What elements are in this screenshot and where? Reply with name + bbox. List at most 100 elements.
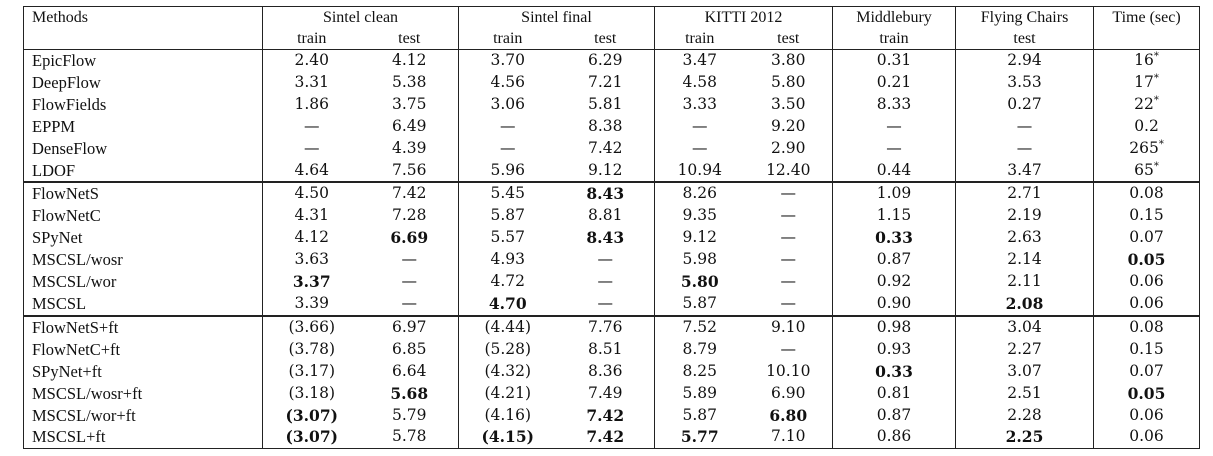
cell-sintel-clean-test: 5.68 [360, 382, 459, 405]
method-name: MSCSL [23, 292, 263, 316]
cell-sintel-clean-train: (3.78) [288, 339, 336, 358]
subheader-kitti-test: test [744, 28, 834, 50]
cell-middlebury-train: 1.09 [832, 181, 957, 206]
method-name: FlowFields [23, 93, 263, 116]
cell-sintel-final-test: 9.12 [556, 159, 655, 183]
cell-sintel-final-train: (4.32) [484, 361, 532, 380]
cell-sintel-final-test: 8.43 [556, 227, 655, 250]
cell-sintel-final-train: 4.70 [488, 293, 527, 313]
cell-sintel-clean-test: — [360, 249, 459, 272]
cell-sintel-final-train: 5.87 [490, 206, 525, 225]
method-name: FlowNetS [23, 181, 263, 206]
header-sintel-final: Sintel final [458, 6, 655, 28]
cell-sintel-final-test: — [556, 271, 655, 293]
cell-time: 0.07 [1129, 228, 1164, 247]
cell-sintel-final-test: 7.42 [556, 137, 655, 160]
cell-time: 265* [1129, 138, 1164, 157]
cell-kitti-test: — [744, 249, 834, 272]
cell-time: 0.05 [1127, 250, 1166, 270]
cell-sintel-final-test: 8.36 [556, 360, 655, 383]
cell-sintel-final-test: 8.38 [556, 115, 655, 138]
method-name: SPyNet+ft [23, 360, 263, 383]
cell-time: 0.06 [1129, 293, 1164, 312]
cell-middlebury-train: — [832, 137, 957, 160]
cell-flying-chairs-test: 3.47 [955, 159, 1095, 183]
subheader-sintel-clean-test: test [360, 28, 459, 50]
method-name: MSCSL/wor+ft [23, 404, 263, 427]
cell-sintel-clean-train: 3.39 [294, 293, 329, 312]
method-name: FlowNetS+ft [23, 314, 263, 339]
cell-middlebury-train: 0.44 [832, 159, 957, 183]
cell-sintel-final-train: (4.16) [484, 405, 532, 424]
cell-flying-chairs-test: 2.71 [955, 181, 1095, 206]
method-name: DenseFlow [23, 137, 263, 160]
cell-kitti-train: 5.89 [682, 383, 717, 402]
cell-sintel-clean-train: 3.63 [294, 250, 329, 269]
cell-sintel-clean-test: 6.64 [360, 360, 459, 383]
cell-kitti-test: 9.10 [744, 314, 834, 339]
cell-kitti-train: 10.94 [677, 160, 722, 179]
table-header: Methods Sintel clean Sintel final KITTI … [23, 6, 1200, 50]
method-name: MSCSL+ft [23, 426, 263, 449]
cell-sintel-final-test: 7.42 [556, 404, 655, 427]
cell-time: 0.05 [1127, 383, 1166, 403]
cell-middlebury-train: 0.33 [832, 360, 957, 383]
method-name: FlowNetC+ft [23, 338, 263, 361]
table-row: MSCSL/wosr+ft (3.18) 5.68 (4.21) 7.49 5.89 6.9… [23, 382, 1200, 405]
method-name: EPPM [23, 115, 263, 138]
cell-time: 17* [1134, 72, 1159, 91]
cell-kitti-test: — [744, 181, 834, 206]
cell-middlebury-train: 0.21 [832, 71, 957, 94]
cell-middlebury-train: 8.33 [832, 93, 957, 116]
cell-kitti-test: — [744, 227, 834, 250]
cell-sintel-clean-test: 7.28 [360, 205, 459, 228]
subheader-sintel-final-train: train [493, 30, 523, 47]
cell-time: 0.06 [1129, 272, 1164, 291]
cell-flying-chairs-test: 2.19 [955, 205, 1095, 228]
cell-kitti-test: 3.80 [744, 48, 834, 72]
table-row: LDOF 4.64 7.56 5.96 9.12 10.94 12.40 0.44 3.47 65… [23, 159, 1200, 183]
cell-kitti-test: 6.80 [744, 404, 834, 427]
cell-flying-chairs-test: 2.51 [955, 382, 1095, 405]
cell-time: 16* [1093, 48, 1200, 72]
cell-kitti-train: 9.12 [682, 228, 717, 247]
header-sintel-clean: Sintel clean [262, 6, 459, 28]
cell-sintel-final-train: (4.44) [458, 314, 557, 339]
cell-flying-chairs-test: 2.28 [955, 404, 1095, 427]
cell-sintel-final-test: — [556, 249, 655, 272]
cell-sintel-clean-test: 3.75 [360, 93, 459, 116]
cell-sintel-final-test: 7.49 [556, 382, 655, 405]
cell-sintel-final-test: 6.29 [556, 48, 655, 72]
header-middlebury: Middlebury [832, 6, 957, 28]
cell-kitti-train: 5.80 [680, 272, 719, 292]
cell-time: 0.07 [1129, 361, 1164, 380]
cell-kitti-train: 8.25 [682, 361, 717, 380]
cell-kitti-train: 3.47 [654, 48, 745, 72]
cell-sintel-clean-train: 4.64 [294, 160, 329, 179]
cell-kitti-train: — [692, 116, 708, 135]
cell-kitti-test: 2.90 [744, 137, 834, 160]
table-row: FlowNetS 4.50 7.42 5.45 8.43 8.26—1.09 2.71 0.0… [23, 181, 1200, 206]
table-row: SPyNet+ft (3.17) 6.64 (4.32) 8.36 8.25 10.10 0.… [23, 360, 1200, 383]
cell-kitti-test: 12.40 [744, 159, 834, 183]
cell-kitti-train: 5.87 [682, 293, 717, 312]
cell-flying-chairs-test: 2.11 [955, 271, 1095, 293]
cell-flying-chairs-test: 2.94 [955, 48, 1095, 72]
cell-middlebury-train: 0.98 [832, 314, 957, 339]
cell-flying-chairs-test: 2.27 [955, 338, 1095, 361]
cell-middlebury-train: 0.33 [832, 227, 957, 250]
cell-sintel-final-train: 3.70 [458, 48, 557, 72]
cell-kitti-train: 8.79 [682, 339, 717, 358]
cell-middlebury-train: 0.31 [832, 48, 957, 72]
subheader-middlebury-train: train [832, 28, 957, 50]
cell-flying-chairs-test: 0.27 [955, 93, 1095, 116]
table-row: MSCSL/wor+ft (3.07) 5.79 (4.16) 7.42 5.87 6.80… [23, 404, 1200, 427]
method-name: LDOF [23, 159, 263, 183]
cell-sintel-final-test: 8.51 [556, 338, 655, 361]
table-row: MSCSL+ft (3.07) 5.78 (4.15) 7.42 5.77 7.10 0.86… [23, 426, 1200, 449]
cell-kitti-test: — [744, 338, 834, 361]
cell-sintel-clean-train: 3.37 [292, 272, 331, 292]
subheader-sintel-clean-train: train [297, 30, 327, 47]
table-row: FlowNetC+ft (3.78) 6.85 (5.28) 8.51 8.79 —0.93… [23, 338, 1200, 361]
header-methods-spacer [23, 28, 263, 50]
